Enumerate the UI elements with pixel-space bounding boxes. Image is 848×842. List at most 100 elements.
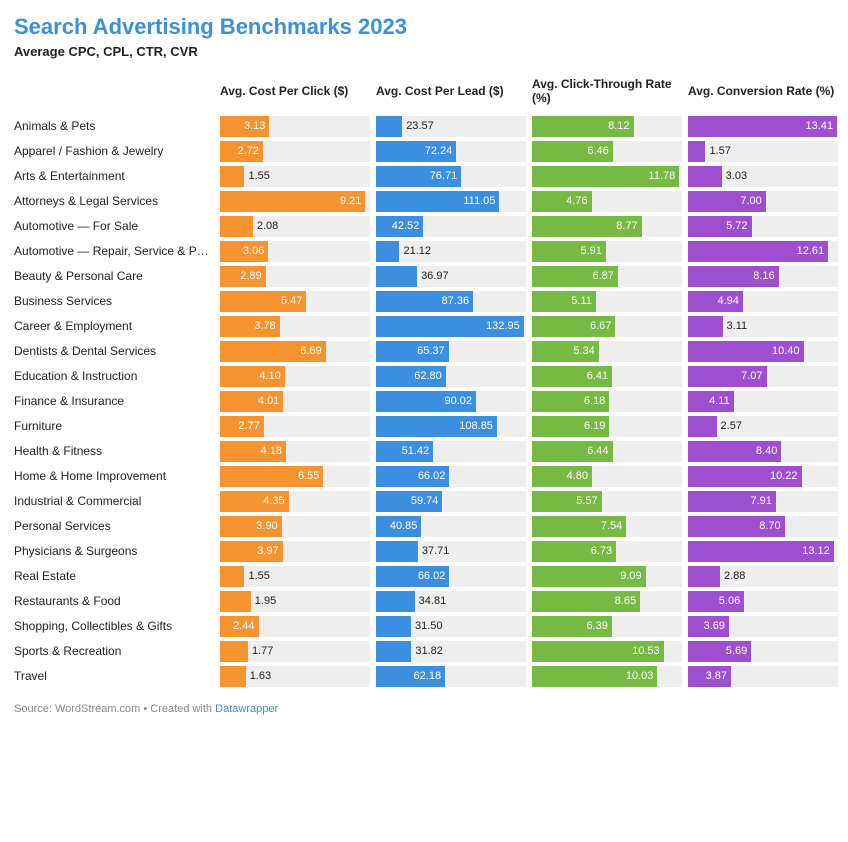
bar-value: 12.61 <box>688 245 828 257</box>
bar-cell: 31.50 <box>376 616 526 637</box>
bar-value: 7.91 <box>688 495 776 507</box>
column-header: Avg. Click-Through Rate (%) <box>532 77 682 112</box>
bar-value: 51.42 <box>376 445 433 457</box>
bar-cell: 5.34 <box>532 341 682 362</box>
bar-value: 7.54 <box>532 520 626 532</box>
column-header: Avg. Conversion Rate (%) <box>688 84 838 104</box>
bar-cell: 7.00 <box>688 191 838 212</box>
bar-cell: 6.41 <box>532 366 682 387</box>
bar-cell: 10.53 <box>532 641 682 662</box>
bar-cell: 6.18 <box>532 391 682 412</box>
bar-value: 111.05 <box>376 195 499 207</box>
bar-cell: 7.54 <box>532 516 682 537</box>
bar-value: 62.18 <box>376 670 445 682</box>
bar-value: 76.71 <box>376 170 461 182</box>
bar-cell: 31.82 <box>376 641 526 662</box>
bar-value: 3.03 <box>722 170 751 182</box>
row-label: Career & Employment <box>14 319 214 333</box>
bar-value: 6.44 <box>532 445 613 457</box>
bar-value: 4.18 <box>220 445 286 457</box>
bar-cell: 8.77 <box>532 216 682 237</box>
bar-value: 4.10 <box>220 370 285 382</box>
bar-value: 9.09 <box>532 570 646 582</box>
bar-value: 1.63 <box>246 670 275 682</box>
bar-value: 66.02 <box>376 470 449 482</box>
bar-cell: 8.12 <box>532 116 682 137</box>
bar-cell: 51.42 <box>376 441 526 462</box>
row-label: Travel <box>14 669 214 683</box>
bar-cell: 10.03 <box>532 666 682 687</box>
bar-fill <box>376 241 399 262</box>
bar-fill <box>220 166 244 187</box>
bar-value: 59.74 <box>376 495 442 507</box>
bar-cell: 72.24 <box>376 141 526 162</box>
bar-value: 5.47 <box>220 295 306 307</box>
bar-fill <box>220 641 248 662</box>
bar-fill <box>688 316 723 337</box>
bar-value: 40.85 <box>376 520 421 532</box>
bar-fill <box>688 166 722 187</box>
bar-fill <box>376 541 418 562</box>
bar-cell: 9.21 <box>220 191 370 212</box>
bar-value: 5.72 <box>688 220 752 232</box>
bar-cell: 6.87 <box>532 266 682 287</box>
source-link[interactable]: Datawrapper <box>215 703 278 715</box>
bar-value: 4.94 <box>688 295 743 307</box>
bar-value: 2.89 <box>220 270 266 282</box>
page-subtitle: Average CPC, CPL, CTR, CVR <box>14 44 834 59</box>
bar-value: 8.40 <box>688 445 781 457</box>
bar-value: 34.81 <box>415 595 451 607</box>
bar-value: 8.12 <box>532 120 634 132</box>
bar-value: 6.19 <box>532 420 609 432</box>
bar-cell: 10.40 <box>688 341 838 362</box>
bar-cell: 62.80 <box>376 366 526 387</box>
row-label: Physicians & Surgeons <box>14 544 214 558</box>
row-label: Apparel / Fashion & Jewelry <box>14 144 214 158</box>
bar-cell: 23.57 <box>376 116 526 137</box>
row-label: Finance & Insurance <box>14 394 214 408</box>
bar-value: 1.55 <box>244 570 273 582</box>
bar-value: 8.77 <box>532 220 642 232</box>
bar-cell: 5.57 <box>532 491 682 512</box>
column-header-blank <box>14 91 214 97</box>
page-title: Search Advertising Benchmarks 2023 <box>14 14 834 40</box>
bar-cell: 13.41 <box>688 116 838 137</box>
bar-value: 9.21 <box>220 195 365 207</box>
bar-value: 5.06 <box>688 595 744 607</box>
row-label: Business Services <box>14 294 214 308</box>
bar-cell: 11.78 <box>532 166 682 187</box>
benchmark-table: Avg. Cost Per Click ($)Avg. Cost Per Lea… <box>14 77 834 687</box>
bar-value: 6.69 <box>220 345 326 357</box>
bar-cell: 1.63 <box>220 666 370 687</box>
row-label: Animals & Pets <box>14 119 214 133</box>
bar-cell: 3.06 <box>220 241 370 262</box>
bar-fill <box>220 566 244 587</box>
bar-value: 2.72 <box>220 145 263 157</box>
bar-fill <box>688 416 717 437</box>
bar-value: 3.69 <box>688 620 729 632</box>
row-label: Health & Fitness <box>14 444 214 458</box>
bar-value: 21.12 <box>399 245 435 257</box>
bar-value: 23.57 <box>402 120 438 132</box>
bar-cell: 2.44 <box>220 616 370 637</box>
bar-value: 87.36 <box>376 295 473 307</box>
bar-value: 66.02 <box>376 570 449 582</box>
bar-value: 2.57 <box>717 420 746 432</box>
bar-cell: 111.05 <box>376 191 526 212</box>
bar-cell: 3.13 <box>220 116 370 137</box>
bar-cell: 2.77 <box>220 416 370 437</box>
bar-cell: 37.71 <box>376 541 526 562</box>
bar-cell: 34.81 <box>376 591 526 612</box>
bar-value: 4.11 <box>688 395 734 407</box>
bar-cell: 59.74 <box>376 491 526 512</box>
bar-cell: 3.97 <box>220 541 370 562</box>
row-label: Home & Home Improvement <box>14 469 214 483</box>
bar-value: 31.82 <box>411 645 447 657</box>
bar-cell: 4.11 <box>688 391 838 412</box>
row-label: Beauty & Personal Care <box>14 269 214 283</box>
bar-cell: 7.91 <box>688 491 838 512</box>
bar-cell: 42.52 <box>376 216 526 237</box>
bar-value: 36.97 <box>417 270 453 282</box>
bar-cell: 5.06 <box>688 591 838 612</box>
bar-cell: 12.61 <box>688 241 838 262</box>
